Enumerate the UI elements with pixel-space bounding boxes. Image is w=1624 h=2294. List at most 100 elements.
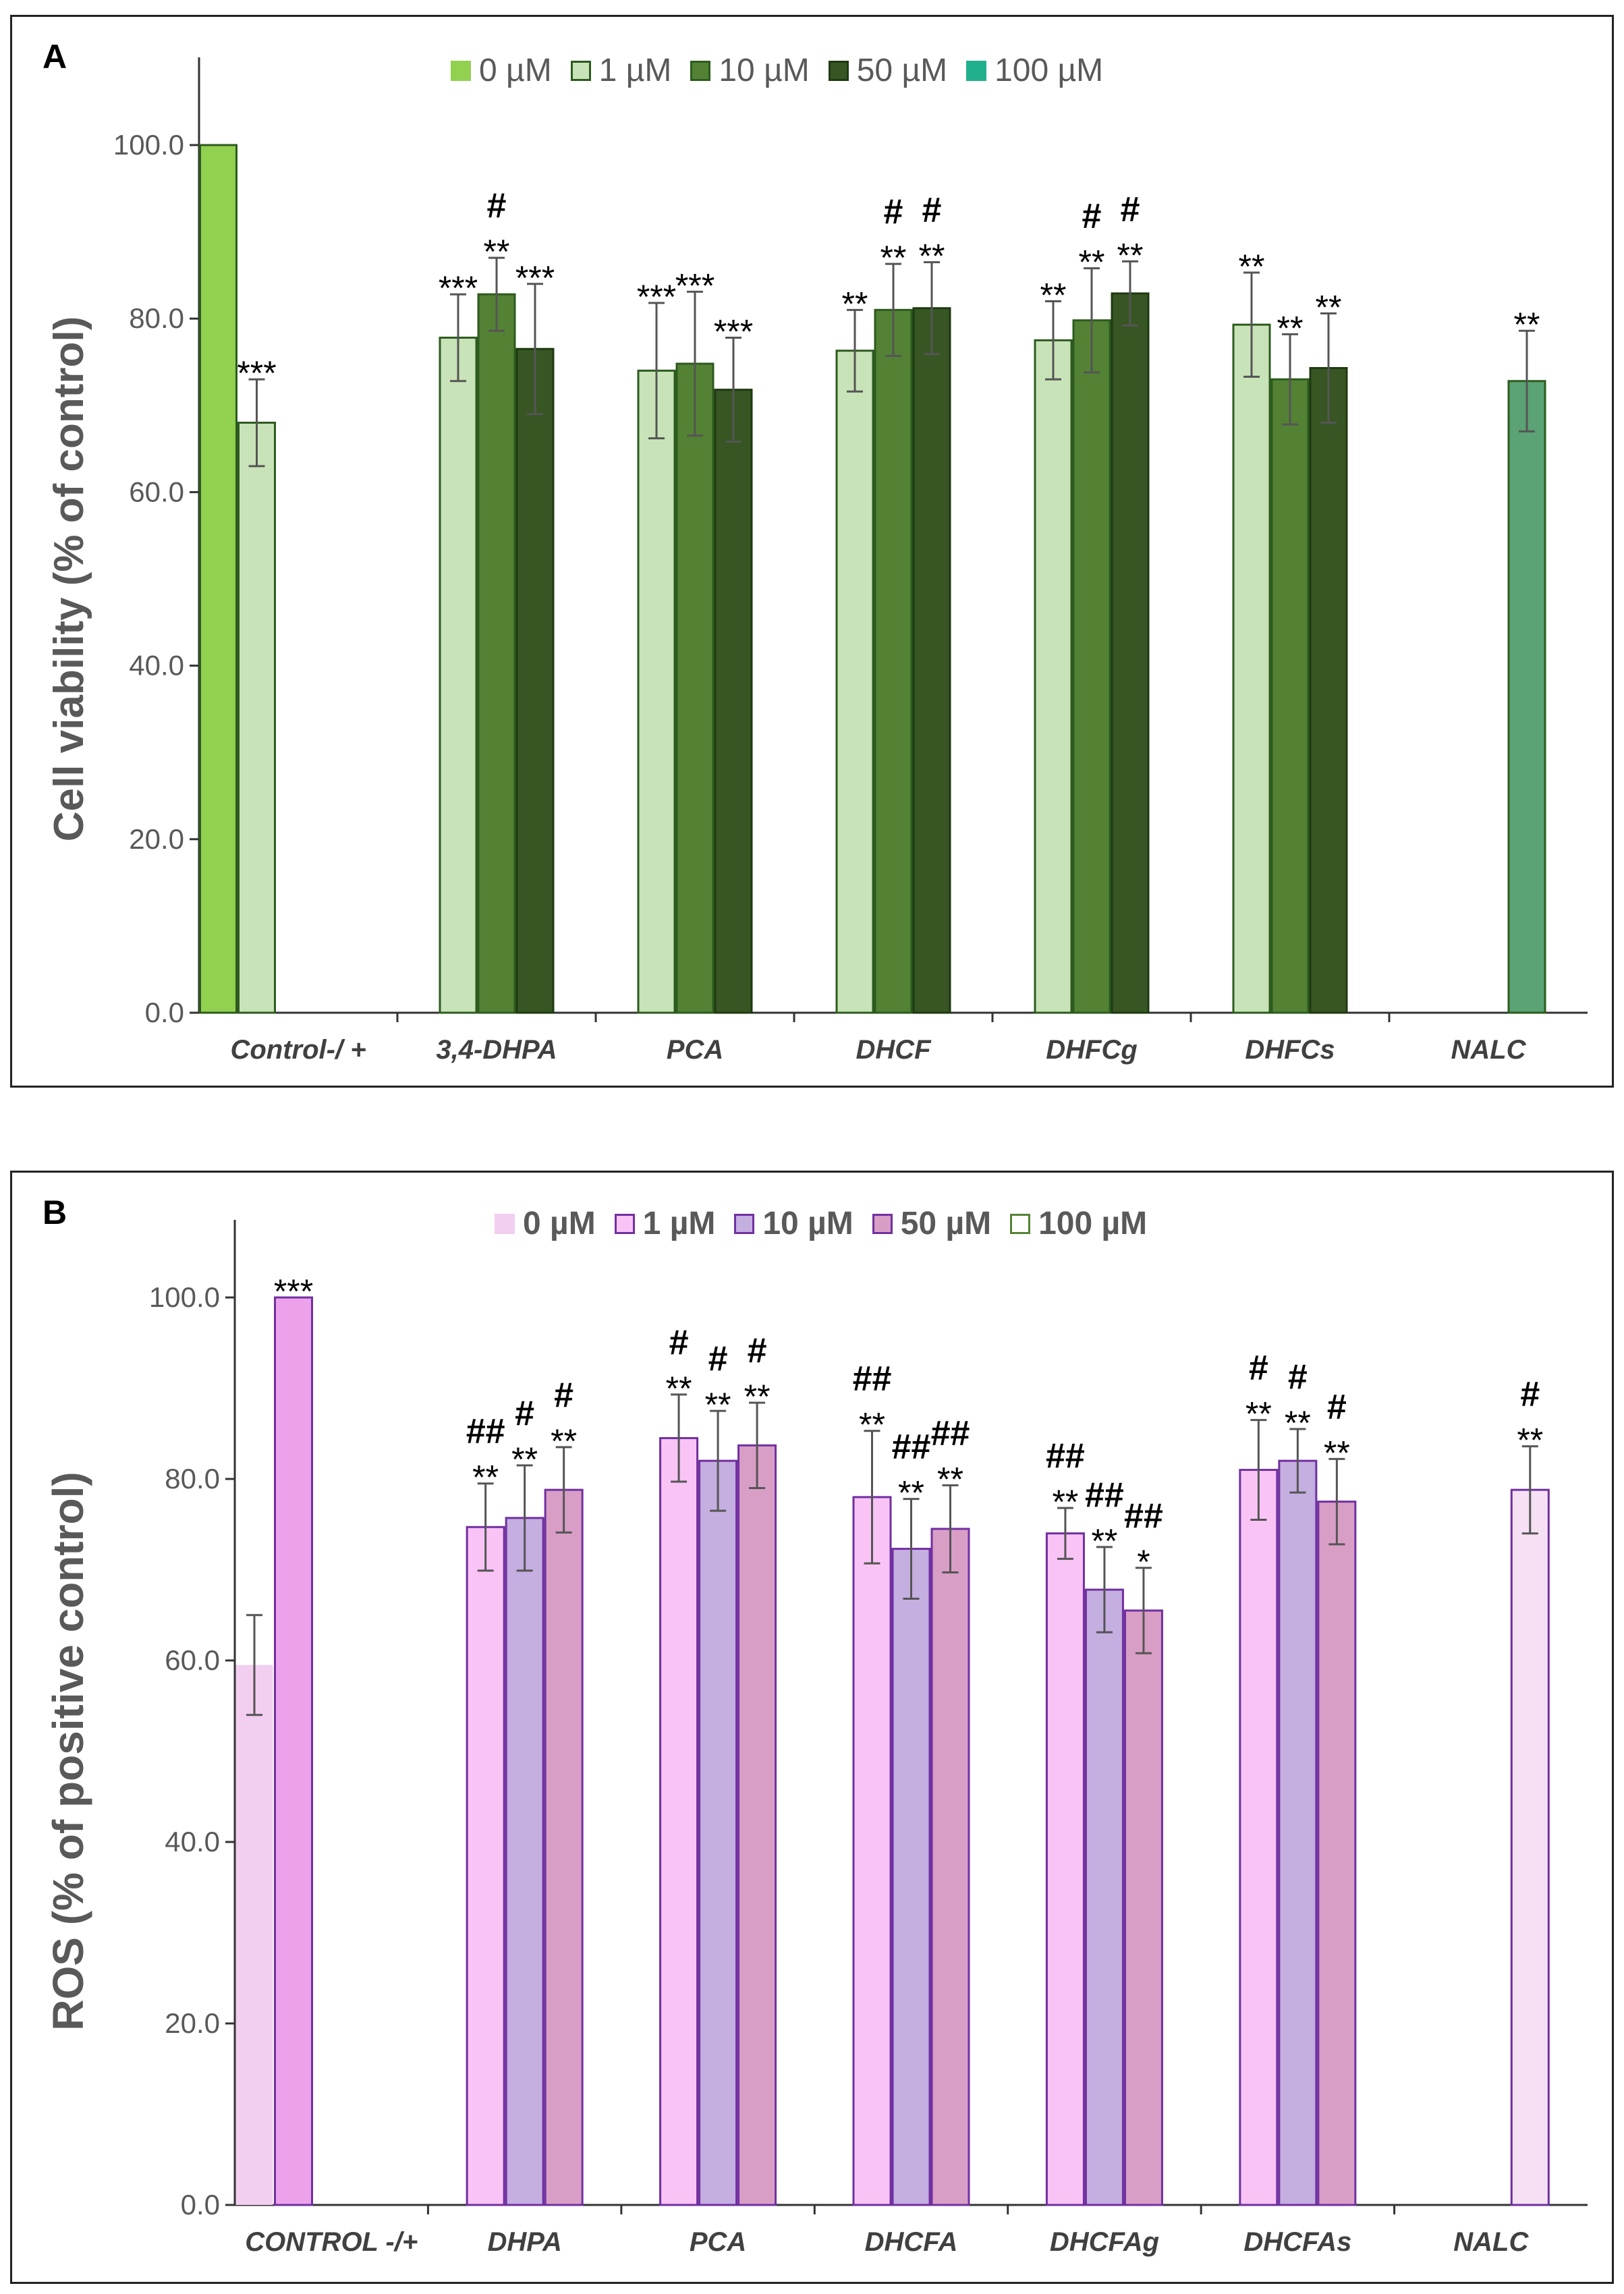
significance-label: # — [922, 191, 942, 230]
significance-label: *** — [637, 278, 676, 316]
legend-label: 0 µM — [479, 53, 552, 88]
bar — [199, 144, 237, 1014]
significance-label: ## — [1046, 1436, 1085, 1476]
significance-label: # — [1121, 190, 1140, 229]
bar — [698, 1459, 738, 2206]
significance-label: # — [748, 1331, 767, 1370]
legend-item: 100 µM — [1010, 1205, 1147, 1242]
x-category-label: PCA — [667, 1035, 723, 1065]
bar — [1232, 323, 1271, 1014]
significance-label: ** — [1052, 1483, 1078, 1521]
bar — [235, 1664, 273, 2205]
legend-swatch — [614, 1213, 635, 1234]
significance-label: *** — [237, 354, 276, 392]
legend-item: 100 µM — [966, 52, 1103, 89]
y-tick-label: 0.0 — [145, 997, 184, 1028]
bar — [1045, 1532, 1085, 2206]
legend-label: 50 µM — [856, 53, 948, 88]
legend-swatch — [966, 60, 987, 81]
x-category-label: DHFCs — [1245, 1035, 1335, 1065]
legend-label: 1 µM — [642, 1206, 716, 1241]
significance-label: *** — [515, 259, 555, 297]
x-category-label: DHPA — [487, 2227, 561, 2257]
significance-label: ** — [1079, 244, 1105, 281]
y-tick-label: 80.0 — [165, 1463, 220, 1494]
significance-label: ** — [1514, 306, 1540, 343]
significance-label: ## — [853, 1360, 892, 1399]
significance-label: ## — [1124, 1496, 1163, 1536]
x-category-label: DHCFA — [865, 2227, 958, 2257]
bar — [1507, 380, 1546, 1014]
bar — [1278, 1459, 1318, 2206]
bar — [737, 1444, 777, 2206]
significance-label: # — [554, 1376, 573, 1415]
significance-label: # — [884, 192, 903, 231]
y-axis-label: ROS (% of positive control) — [44, 1472, 92, 2030]
significance-label: ** — [1040, 276, 1067, 314]
y-tick-label: 20.0 — [129, 823, 184, 855]
significance-label: ** — [919, 237, 945, 275]
bar — [930, 1528, 970, 2206]
significance-label: * — [1137, 1543, 1150, 1581]
x-category-label: NALC — [1453, 2227, 1529, 2257]
significance-label: # — [487, 186, 507, 225]
significance-label: ** — [1316, 288, 1342, 326]
significance-label: ** — [744, 1378, 771, 1416]
y-tick-label: 40.0 — [165, 1826, 220, 1857]
significance-label: # — [1082, 197, 1102, 236]
significance-label: ** — [1517, 1422, 1543, 1459]
bar — [675, 362, 715, 1014]
significance-label: # — [708, 1339, 728, 1378]
legend-swatch — [1010, 1213, 1031, 1234]
significance-label: ** — [1239, 248, 1265, 285]
x-category-label: CONTROL -/+ — [245, 2227, 418, 2257]
bar — [891, 1548, 931, 2206]
y-tick-label: 100.0 — [149, 1281, 220, 1313]
significance-label: ## — [466, 1412, 505, 1451]
significance-label: ## — [892, 1428, 931, 1467]
bar — [637, 369, 676, 1014]
significance-label: ** — [511, 1440, 538, 1478]
significance-label: ** — [484, 233, 510, 271]
bar — [274, 1296, 313, 2206]
significance-label: # — [1520, 1375, 1540, 1414]
bar — [477, 293, 516, 1014]
significance-label: *** — [675, 267, 715, 304]
x-category-label: 3,4-DHPA — [436, 1035, 557, 1065]
y-tick-label: 40.0 — [129, 650, 184, 681]
legend-item: 50 µM — [828, 52, 948, 89]
bar — [1111, 292, 1150, 1014]
bar — [439, 336, 478, 1014]
significance-label: ** — [666, 1370, 692, 1407]
legend-label: 100 µM — [1038, 1206, 1148, 1241]
significance-label: ** — [1324, 1434, 1350, 1472]
legend-swatch — [495, 1213, 515, 1234]
significance-label: # — [1288, 1358, 1308, 1397]
x-category-label: DHCFAs — [1243, 2227, 1351, 2257]
significance-label: ## — [1085, 1476, 1124, 1515]
bar — [1239, 1469, 1279, 2206]
legend-swatch — [872, 1213, 893, 1234]
y-tick-label: 0.0 — [181, 2189, 220, 2220]
bar — [874, 308, 913, 1014]
legend-label: 10 µM — [762, 1206, 853, 1241]
legend-swatch — [690, 60, 711, 81]
legend-label: 50 µM — [900, 1206, 992, 1241]
legend-swatch — [828, 60, 849, 81]
bar — [505, 1517, 544, 2206]
bar — [237, 422, 276, 1014]
significance-label: ** — [1091, 1522, 1117, 1560]
significance-label: *** — [439, 269, 478, 307]
legend-label: 10 µM — [719, 53, 810, 88]
bar — [1123, 1609, 1163, 2206]
legend-label: 1 µM — [598, 53, 672, 88]
chart-b: ROS (% of positive control) 0.0 20.0 40.0 60… — [44, 1220, 1588, 2257]
bar — [1309, 367, 1348, 1014]
legend-swatch — [570, 60, 591, 81]
panel-label-b: B — [43, 1194, 67, 1231]
legend-item: 1 µM — [570, 52, 672, 89]
significance-label: # — [515, 1394, 534, 1433]
significance-label: # — [1249, 1349, 1268, 1388]
legend-swatch — [451, 60, 471, 81]
legend-item: 50 µM — [872, 1205, 991, 1242]
